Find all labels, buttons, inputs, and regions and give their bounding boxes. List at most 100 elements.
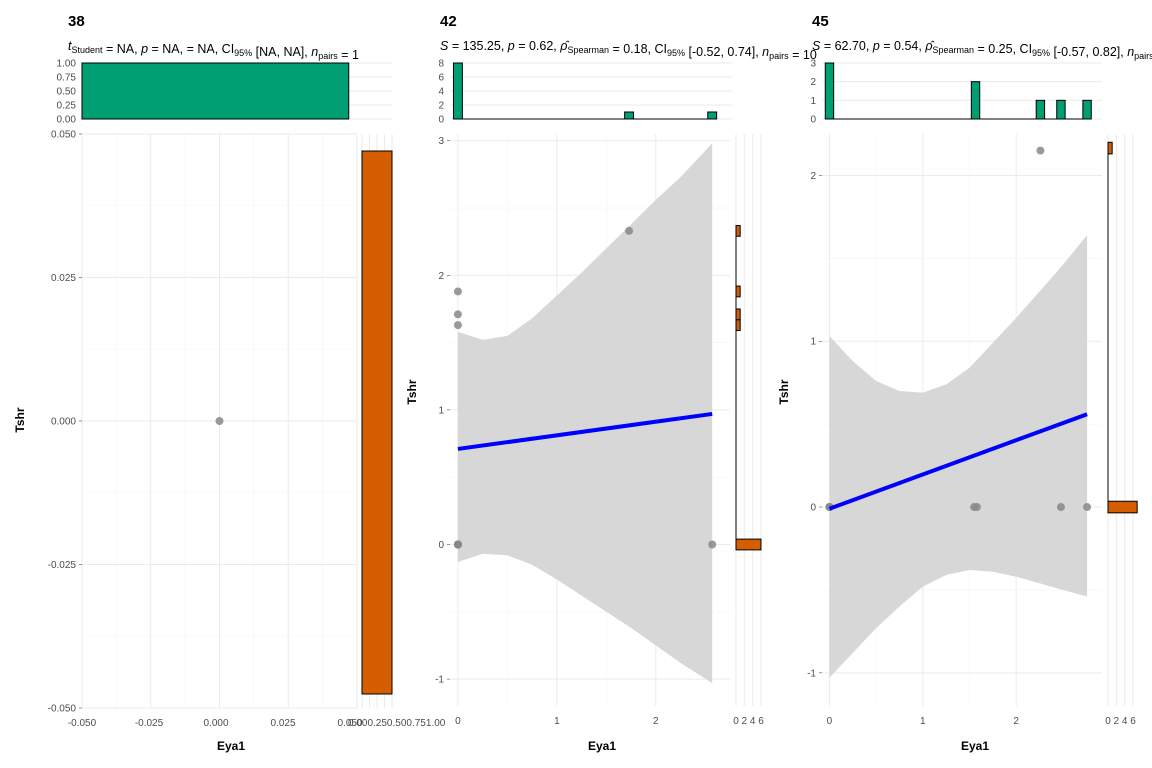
top-hist-tick-label: 1.00	[57, 59, 77, 70]
panel-title: 38	[68, 13, 85, 30]
x-tick-label: 1	[920, 716, 926, 727]
top-hist-tick-label: 2	[438, 101, 444, 112]
panel-title: 45	[812, 13, 829, 30]
side-hist-tick-label: 4	[750, 716, 756, 727]
data-point	[625, 226, 634, 235]
side-hist-tick-label: 2	[742, 716, 748, 727]
y-tick-label: -1	[807, 668, 816, 679]
data-point	[1056, 503, 1065, 512]
top-hist-tick-label: 6	[438, 73, 444, 84]
side-hist-bar	[1107, 141, 1113, 155]
data-points	[215, 417, 224, 425]
x-axis-label: Eya1	[588, 739, 616, 753]
top-hist-tick-label: 8	[438, 59, 444, 70]
side-hist-bar	[735, 285, 741, 298]
x-tick-label: 2	[1013, 716, 1019, 727]
data-point	[972, 503, 981, 512]
top-hist-bar	[624, 111, 635, 120]
x-axis-label: Eya1	[217, 739, 245, 753]
top-hist-bar	[1082, 99, 1092, 120]
y-tick-label: 1	[438, 405, 444, 416]
side-hist-tick-label: 4	[1122, 716, 1128, 727]
x-tick-label: 0.025	[270, 718, 295, 729]
data-point	[453, 287, 462, 296]
y-tick-label: 0	[438, 540, 444, 551]
x-tick-label: 0.050	[337, 718, 362, 729]
top-histogram: 0.00 0.25 0.50 0.75 1.00	[57, 59, 392, 126]
side-hist-tick-label: 2	[1114, 716, 1120, 727]
y-tick-label: 1	[810, 337, 816, 348]
y-tick-label: 0.050	[51, 130, 76, 141]
x-tick-label: -0.050	[68, 718, 97, 729]
x-tick-label: 0	[455, 716, 461, 727]
x-tick-label: 0.000	[203, 718, 228, 729]
top-hist-bar	[81, 62, 350, 120]
data-point	[453, 321, 462, 330]
data-point	[1083, 503, 1092, 512]
top-histogram: 0 1 2 3	[810, 59, 1102, 126]
top-hist-bar	[970, 81, 981, 120]
top-hist-tick-label: 3	[810, 59, 816, 70]
confidence-band	[829, 235, 1088, 678]
side-hist-tick-label: 0	[733, 716, 739, 727]
top-hist-tick-label: 0.00	[57, 115, 77, 126]
y-tick-label: 3	[438, 136, 444, 147]
y-tick-label: 2	[810, 171, 816, 182]
y-tick-label: 0.000	[51, 417, 76, 428]
y-tick-label: 0.025	[51, 273, 76, 284]
top-hist-tick-label: 0	[438, 115, 444, 126]
side-hist-bar	[735, 308, 741, 321]
top-hist-bar	[452, 62, 463, 120]
side-hist-bar	[1107, 500, 1138, 514]
side-histogram: 0.000.250.500.751.00	[348, 134, 446, 729]
y-tick-label: -1	[435, 675, 444, 686]
top-hist-tick-label: 0.25	[57, 101, 77, 112]
top-hist-bar	[1035, 99, 1046, 120]
top-hist-tick-label: 0	[810, 115, 816, 126]
side-hist-tick-label: 0	[1105, 716, 1111, 727]
regression-line	[457, 411, 713, 451]
side-hist-bar	[735, 538, 762, 551]
panel-subtitle: S = 135.25, p = 0.62, ρ̂Spearman = 0.18,…	[440, 39, 817, 62]
data-point	[453, 540, 462, 549]
regression-line	[828, 412, 1088, 511]
x-tick-label: -0.025	[135, 718, 164, 729]
x-axis-label: Eya1	[961, 739, 989, 753]
panel-42: 42S = 135.25, p = 0.62, ρ̂Spearman = 0.1…	[405, 13, 817, 753]
top-hist-tick-label: 1	[810, 96, 816, 107]
side-hist-tick-label: 6	[1130, 716, 1136, 727]
side-hist-bar	[735, 225, 741, 237]
side-hist-bar	[735, 319, 741, 331]
side-hist-tick-label: 6	[758, 716, 764, 727]
y-axis-label: Tshr	[777, 379, 791, 404]
top-hist-tick-label: 0.50	[57, 87, 77, 98]
data-point	[1036, 146, 1045, 155]
panel-subtitle: tStudent = NA, p = NA, = NA, CI95% [NA, …	[68, 39, 359, 62]
data-point	[215, 417, 224, 425]
panel-45: 45 S = 62.70, p = 0.54, ρ̂Spearman = 0.25…	[777, 13, 1152, 753]
top-hist-bar	[824, 62, 835, 120]
x-tick-label: 0	[827, 716, 833, 727]
top-hist-bar	[707, 111, 718, 120]
y-tick-label: 0	[810, 503, 816, 514]
top-hist-bar	[1056, 99, 1066, 120]
panel-subtitle: S = 62.70, p = 0.54, ρ̂Spearman = 0.25, …	[812, 39, 1152, 62]
y-tick-label: -0.050	[48, 704, 77, 715]
top-hist-tick-label: 0.75	[57, 73, 77, 84]
data-point	[453, 310, 462, 319]
y-tick-label: -0.025	[48, 560, 77, 571]
panel-title: 42	[440, 13, 457, 30]
side-hist-bar	[361, 150, 393, 695]
data-point	[708, 540, 717, 549]
confidence-band	[457, 143, 713, 684]
data-points	[453, 226, 717, 549]
top-histogram: 0 2 4 6 8	[438, 59, 732, 126]
x-tick-label: 2	[653, 716, 659, 727]
y-axis-label: Tshr	[405, 379, 419, 404]
side-hist-tick-labels: 0.000.250.500.751.00	[348, 718, 446, 729]
y-axis-label: Tshr	[13, 407, 27, 432]
